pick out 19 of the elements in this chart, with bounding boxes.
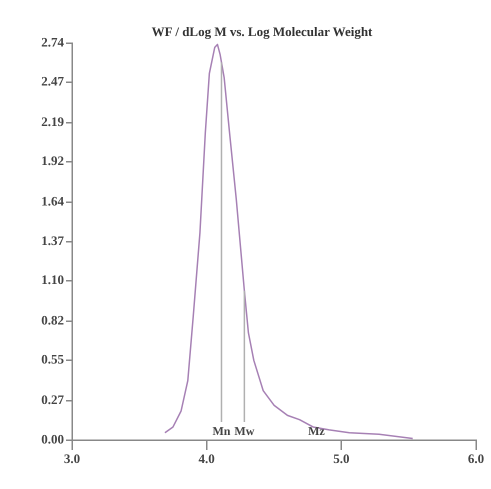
chart-title: WF / dLog M vs. Log Molecular Weight [152,24,374,39]
x-tick-label: 4.0 [198,451,215,466]
y-tick-label: 0.82 [41,312,64,328]
x-tick-label: 3.0 [64,451,80,466]
y-tick-label: 1.64 [41,194,64,209]
y-tick-label: 2.47 [41,73,64,88]
y-tick-label: 0.00 [41,431,64,446]
y-tick-label: 2.74 [41,34,64,50]
ref-line-label: Mn [212,424,231,438]
ref-line-label: Mw [234,424,255,438]
y-tick-label: 0.55 [41,352,64,367]
x-tick-label: 6.0 [468,451,484,466]
y-tick-label: 2.19 [41,114,64,130]
y-tick-label: 1.92 [41,153,64,168]
x-tick-label: 5.0 [333,451,350,466]
y-tick-label: 0.27 [41,392,64,408]
annotation: Mz [308,424,326,438]
y-tick-label: 1.37 [41,232,64,248]
y-tick-label: 1.10 [41,272,64,287]
